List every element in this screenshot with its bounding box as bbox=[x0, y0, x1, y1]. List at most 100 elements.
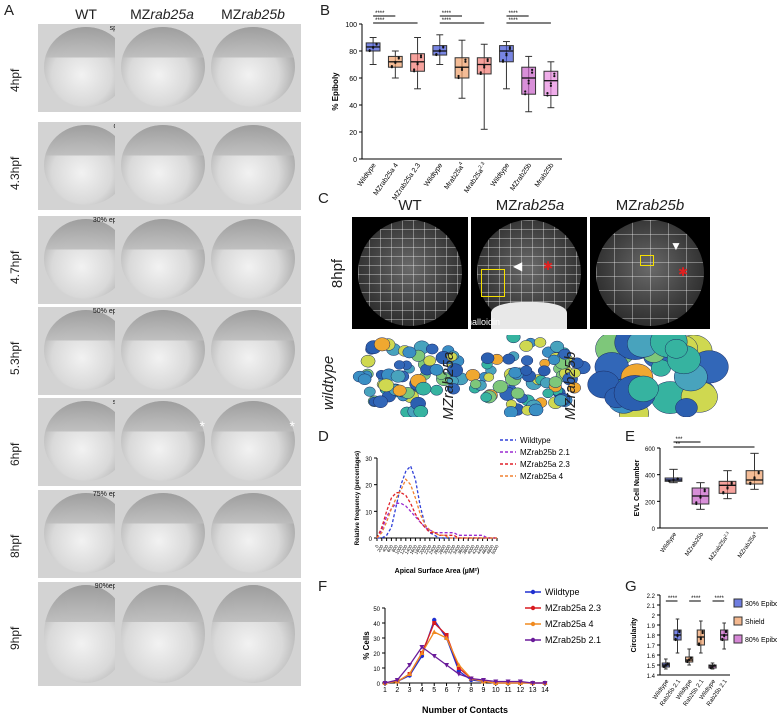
legend-marker bbox=[530, 637, 536, 643]
data-point bbox=[390, 65, 393, 68]
data-point bbox=[695, 501, 698, 504]
series-line bbox=[377, 464, 497, 539]
x-tick-label: 12 bbox=[516, 687, 524, 694]
y-tick-label: 40 bbox=[373, 622, 380, 628]
panel-label-a: A bbox=[4, 2, 15, 19]
segmented-cell bbox=[502, 353, 516, 365]
segmented-cell bbox=[534, 337, 547, 348]
stain-label: Phalloidin bbox=[471, 317, 501, 327]
data-point bbox=[753, 476, 756, 479]
x-tick-label: 2600 bbox=[433, 544, 443, 556]
significance-label: **** bbox=[375, 18, 385, 24]
data-point bbox=[431, 629, 437, 634]
significance-label: **** bbox=[442, 11, 452, 17]
legend-swatch bbox=[733, 634, 743, 644]
segmented-cell bbox=[363, 386, 376, 397]
blastoderm-cap bbox=[121, 27, 205, 107]
blastoderm-cap bbox=[121, 125, 205, 205]
y-tick-label: 30 bbox=[373, 637, 380, 643]
embryo-image: * bbox=[115, 398, 211, 486]
y-tick-label: 20 bbox=[349, 130, 357, 137]
x-axis-unit: (µM²) bbox=[461, 568, 480, 575]
row-label-4: 6hpf bbox=[8, 442, 22, 466]
x-tick-label: 4 bbox=[420, 687, 424, 694]
segmented-cell bbox=[425, 343, 439, 355]
panel-label-d: D bbox=[318, 428, 329, 445]
blastoderm-cap bbox=[44, 310, 128, 390]
x-tick-label: 2400 bbox=[428, 544, 438, 556]
x-tick-label: 10 bbox=[492, 687, 500, 694]
x-tick-label: 3 bbox=[408, 687, 412, 694]
confocal-mzrab25a: ◀ ✱ Phalloidin bbox=[471, 217, 587, 329]
segmented-cell bbox=[521, 355, 534, 366]
y-tick-label: 200 bbox=[645, 500, 656, 506]
row-label-1: 4.3hpf bbox=[8, 156, 22, 190]
y-axis-label: Relative frequency (percentages) bbox=[355, 451, 361, 545]
x-tick-label: 3000 bbox=[442, 544, 452, 556]
data-point bbox=[394, 60, 397, 63]
data-point bbox=[368, 49, 371, 52]
significance-label: *** bbox=[676, 437, 684, 443]
category-label: MZrab25b bbox=[509, 162, 533, 192]
data-point bbox=[721, 637, 724, 641]
x-tick-label: 3200 bbox=[447, 544, 457, 556]
data-point bbox=[419, 56, 423, 59]
y-axis-label: % Cells bbox=[362, 631, 371, 660]
y-tick-label: 1.4 bbox=[647, 674, 656, 680]
data-point bbox=[527, 79, 530, 82]
blastoderm-cap bbox=[44, 401, 128, 481]
significance-label: **** bbox=[691, 596, 701, 602]
stage-label: 30% epiboly bbox=[92, 217, 131, 224]
data-point bbox=[530, 681, 536, 686]
segmentation-maps bbox=[352, 335, 729, 417]
segmented-cell bbox=[413, 405, 429, 417]
panel-label-g: G bbox=[625, 578, 637, 595]
embryo-image: * bbox=[205, 398, 301, 486]
blastoderm-cap bbox=[211, 310, 295, 390]
segmented-cell bbox=[567, 382, 581, 394]
row-label-6: 9hpf bbox=[8, 626, 22, 650]
white-arrow-icon-b: ▼ bbox=[670, 239, 682, 253]
segmented-cell bbox=[542, 388, 554, 399]
panel-label-e: E bbox=[625, 428, 636, 445]
segmented-cell bbox=[470, 379, 482, 389]
y-tick-label: 0 bbox=[652, 527, 656, 533]
x-tick-label: 200 bbox=[376, 544, 384, 553]
series-line bbox=[384, 646, 545, 684]
x-tick-label: 4600 bbox=[481, 544, 491, 556]
red-star-icon-b: ✱ bbox=[678, 265, 689, 279]
y-tick-label: 80 bbox=[349, 49, 357, 56]
significance-label: **** bbox=[508, 11, 518, 17]
data-point bbox=[456, 666, 461, 670]
significance-label: **** bbox=[715, 596, 725, 602]
embryo-image bbox=[205, 24, 301, 112]
segmented-cell bbox=[675, 398, 698, 417]
x-tick-label: 2800 bbox=[437, 544, 447, 556]
panel-label-b: B bbox=[320, 2, 331, 19]
data-point bbox=[688, 658, 691, 661]
y-tick-label: 10 bbox=[373, 667, 380, 673]
segmented-cell bbox=[528, 403, 544, 417]
data-point bbox=[546, 92, 549, 95]
segmented-cell bbox=[558, 348, 572, 360]
data-point bbox=[730, 481, 733, 484]
data-point bbox=[397, 56, 400, 59]
category-label: Wildtype bbox=[660, 531, 678, 554]
category-label: Wildtype bbox=[490, 162, 511, 188]
blastoderm-cap bbox=[211, 125, 295, 205]
segmented-cell bbox=[402, 346, 417, 359]
segmented-cell bbox=[569, 368, 581, 378]
embryo-image bbox=[205, 122, 301, 210]
data-point bbox=[701, 630, 704, 633]
data-point bbox=[749, 481, 752, 484]
series-line bbox=[376, 502, 497, 539]
data-point bbox=[419, 645, 425, 650]
data-point bbox=[456, 662, 462, 667]
data-point bbox=[457, 76, 460, 80]
embryo-image bbox=[115, 582, 211, 686]
x-tick-label: 1200 bbox=[399, 544, 409, 556]
segmented-cell bbox=[373, 337, 391, 352]
blastoderm-cap bbox=[211, 585, 295, 683]
category-label: Wildtype bbox=[423, 162, 444, 188]
